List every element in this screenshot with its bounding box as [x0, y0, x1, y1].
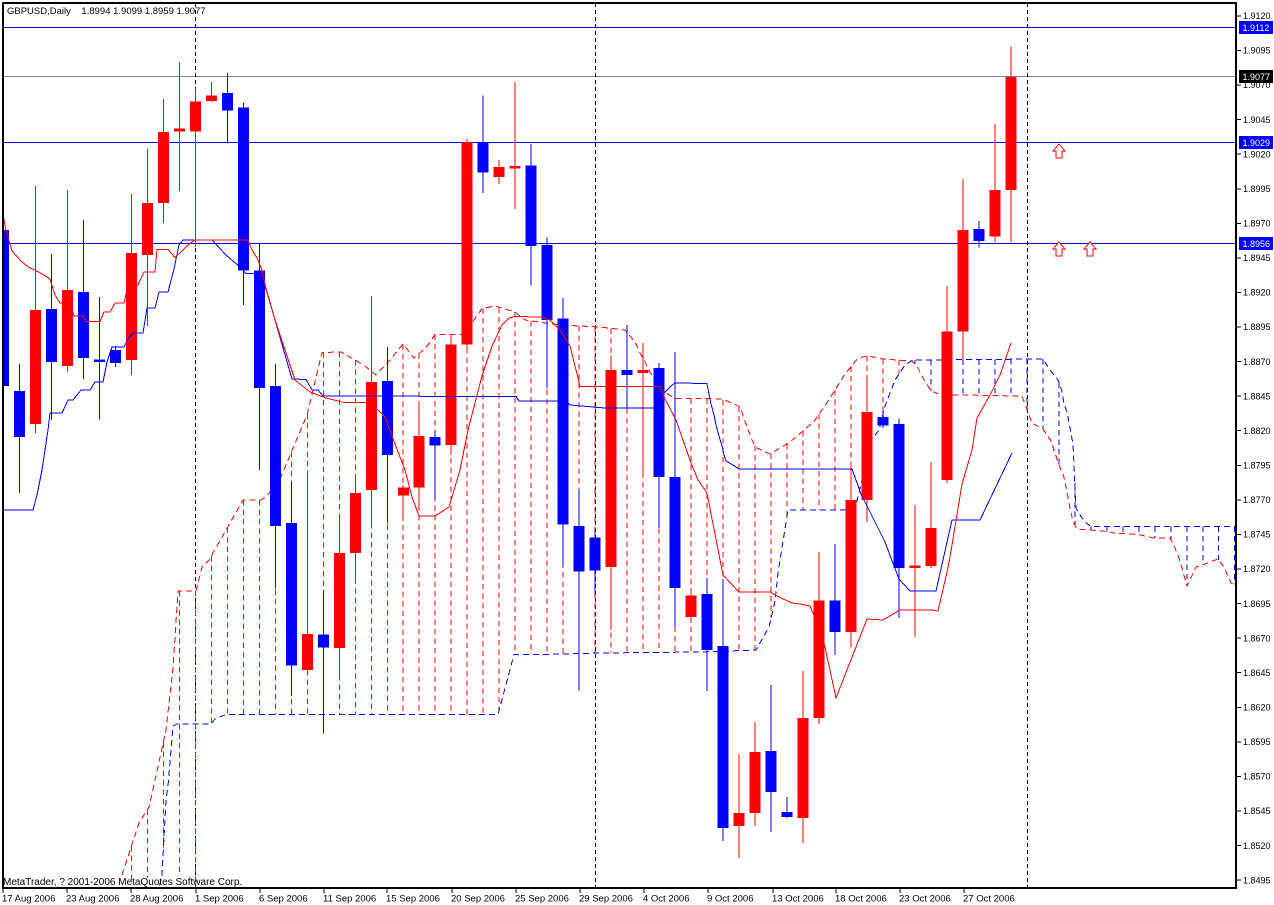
svg-text:15 Sep 2006: 15 Sep 2006 — [386, 894, 440, 905]
svg-text:1.9020: 1.9020 — [1243, 149, 1271, 159]
svg-text:1.8745: 1.8745 — [1243, 530, 1271, 540]
svg-text:1.9070: 1.9070 — [1243, 80, 1271, 90]
svg-text:1.8695: 1.8695 — [1243, 599, 1271, 609]
svg-text:1.8570: 1.8570 — [1243, 772, 1271, 782]
svg-text:29 Sep 2006: 29 Sep 2006 — [579, 894, 633, 905]
svg-text:1.8520: 1.8520 — [1243, 841, 1271, 851]
svg-text:1.8795: 1.8795 — [1243, 461, 1271, 471]
svg-text:1.8545: 1.8545 — [1243, 806, 1271, 816]
svg-text:1.9077: 1.9077 — [1243, 72, 1271, 82]
svg-text:MetaTrader, ? 2001-2006 MetaQu: MetaTrader, ? 2001-2006 MetaQuotes Softw… — [3, 877, 242, 888]
svg-text:4 Oct 2006: 4 Oct 2006 — [643, 894, 689, 905]
svg-text:1.8895: 1.8895 — [1243, 322, 1271, 332]
svg-text:28 Aug 2006: 28 Aug 2006 — [130, 894, 183, 905]
svg-text:1.9120: 1.9120 — [1243, 11, 1271, 21]
svg-text:9 Oct 2006: 9 Oct 2006 — [707, 894, 753, 905]
svg-text:1.8620: 1.8620 — [1243, 703, 1271, 713]
svg-text:20 Sep 2006: 20 Sep 2006 — [451, 894, 505, 905]
svg-text:1.8720: 1.8720 — [1243, 564, 1271, 574]
svg-text:17 Aug 2006: 17 Aug 2006 — [2, 894, 55, 905]
svg-text:1.8970: 1.8970 — [1243, 219, 1271, 229]
svg-text:1.8945: 1.8945 — [1243, 253, 1271, 263]
svg-text:GBPUSD,Daily 1.8994 1.9099: GBPUSD,Daily 1.8994 1.9099 1.8959 1.9077 — [7, 6, 206, 17]
svg-text:18 Oct 2006: 18 Oct 2006 — [835, 894, 887, 905]
svg-text:1.8595: 1.8595 — [1243, 737, 1271, 747]
svg-text:1.9112: 1.9112 — [1243, 23, 1270, 33]
svg-text:23 Aug 2006: 23 Aug 2006 — [66, 894, 119, 905]
svg-text:25 Sep 2006: 25 Sep 2006 — [515, 894, 569, 905]
svg-text:1.8820: 1.8820 — [1243, 426, 1271, 436]
svg-text:1 Sep 2006: 1 Sep 2006 — [195, 894, 244, 905]
svg-text:1.9029: 1.9029 — [1243, 138, 1271, 148]
svg-text:6 Sep 2006: 6 Sep 2006 — [259, 894, 308, 905]
svg-text:1.8870: 1.8870 — [1243, 357, 1271, 367]
svg-text:1.9045: 1.9045 — [1243, 115, 1271, 125]
svg-text:1.8956: 1.8956 — [1243, 239, 1271, 249]
svg-text:11 Sep 2006: 11 Sep 2006 — [323, 894, 376, 905]
svg-text:1.8920: 1.8920 — [1243, 288, 1271, 298]
svg-text:1.8670: 1.8670 — [1243, 633, 1271, 643]
svg-text:1.8770: 1.8770 — [1243, 495, 1271, 505]
svg-text:27 Oct 2006: 27 Oct 2006 — [963, 894, 1015, 905]
svg-text:1.8495: 1.8495 — [1243, 875, 1271, 885]
svg-text:1.8645: 1.8645 — [1243, 668, 1271, 678]
svg-text:23 Oct 2006: 23 Oct 2006 — [899, 894, 951, 905]
svg-text:13 Oct 2006: 13 Oct 2006 — [772, 894, 824, 905]
svg-text:1.9095: 1.9095 — [1243, 46, 1271, 56]
svg-text:1.8845: 1.8845 — [1243, 391, 1271, 401]
svg-text:1.8995: 1.8995 — [1243, 184, 1271, 194]
